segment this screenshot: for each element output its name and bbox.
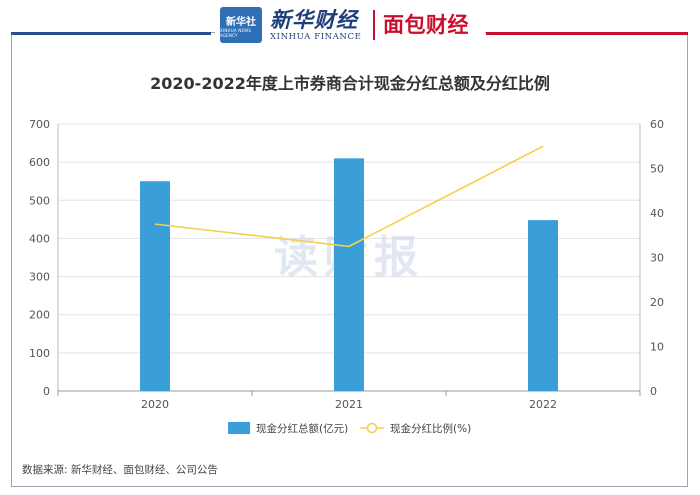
legend-line-label: 现金分红比例(%) <box>390 422 471 435</box>
x-tick-label: 2021 <box>335 398 363 411</box>
brand-secondary: 面包财经 <box>383 13 469 37</box>
x-tick-label: 2020 <box>141 398 169 411</box>
logo-small-en: XINHUA NEWS AGENCY <box>220 27 252 38</box>
y-right-tick-label: 30 <box>650 252 664 265</box>
logo-small-cn: 新华社 <box>226 16 256 28</box>
y-left-tick-label: 0 <box>43 385 50 398</box>
bar <box>334 158 364 391</box>
y-left-tick-label: 500 <box>29 194 50 207</box>
y-left-tick-label: 200 <box>29 309 50 322</box>
chart-title: 2020-2022年度上市券商合计现金分红总额及分红比例 <box>150 74 550 93</box>
brand-en: XINHUA FINANCE <box>270 32 362 42</box>
legend-line-marker <box>366 422 378 434</box>
bar <box>528 220 558 391</box>
line-series <box>154 145 544 248</box>
y-right-tick-label: 60 <box>650 118 664 131</box>
frame-accent-blue <box>11 32 211 35</box>
y-left-tick-label: 600 <box>29 156 50 169</box>
y-right-tick-label: 0 <box>650 385 657 398</box>
y-right-tick-label: 50 <box>650 163 664 176</box>
y-right-tick-label: 40 <box>650 207 664 220</box>
y-left-tick-label: 700 <box>29 118 50 131</box>
xinhua-logo-icon: 新华社 XINHUA NEWS AGENCY <box>220 7 262 43</box>
y-right-tick-label: 20 <box>650 296 664 309</box>
y-left-tick-label: 400 <box>29 232 50 245</box>
legend-bar-label: 现金分红总额(亿元) <box>256 422 348 435</box>
brand-divider <box>373 10 375 40</box>
y-left-tick-label: 300 <box>29 271 50 284</box>
brand-cn: 新华财经 <box>270 7 358 32</box>
bar <box>140 181 170 391</box>
legend-bar-swatch <box>228 422 250 434</box>
y-right-tick-label: 10 <box>650 341 664 354</box>
x-tick-label: 2022 <box>529 398 557 411</box>
y-left-tick-label: 100 <box>29 347 50 360</box>
frame-accent-red <box>486 32 688 35</box>
source-note: 数据来源: 新华财经、面包财经、公司公告 <box>22 464 218 476</box>
